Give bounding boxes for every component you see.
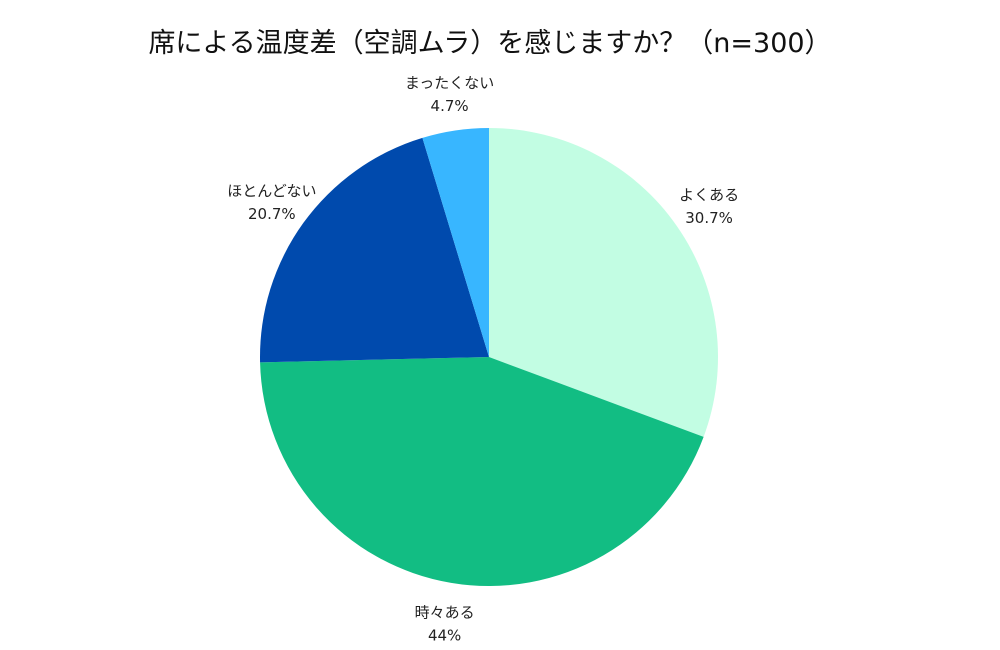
- slice-category-label: 時々ある: [415, 603, 475, 621]
- slice-value-label: 4.7%: [431, 97, 469, 115]
- pie-slices: [260, 128, 718, 586]
- slice-category-label: よくある: [679, 186, 739, 204]
- pie-slice-2: [260, 137, 489, 363]
- pie-slice-3: [422, 128, 489, 357]
- pie-slice-0: [489, 128, 718, 437]
- slice-labels: よくある 30.7% 時々ある 44% ほとんどない 20.7% まったくない 4.7%: [227, 74, 739, 644]
- slice-category-label: ほとんどない: [227, 182, 316, 200]
- slice-value-label: 44%: [428, 626, 461, 644]
- slice-value-label: 20.7%: [248, 205, 296, 223]
- chart-title: 席による温度差（空調ムラ）を感じますか？（n=300）: [148, 28, 831, 59]
- slice-category-label: まったくない: [405, 74, 494, 92]
- slice-value-label: 30.7%: [685, 209, 733, 227]
- pie-slice-1: [260, 357, 704, 586]
